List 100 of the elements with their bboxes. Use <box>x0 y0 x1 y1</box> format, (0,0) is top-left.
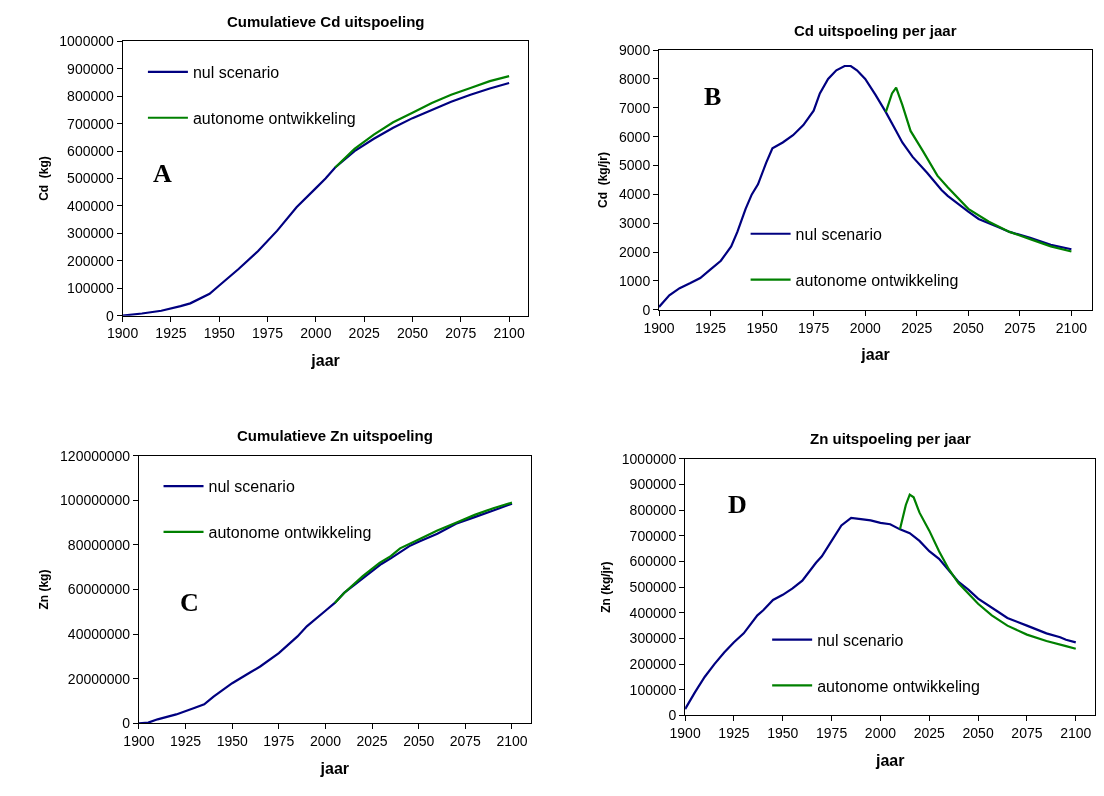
x-tick-label: 1900 <box>123 733 155 750</box>
annotation: D <box>728 490 747 519</box>
x-tick-label: 2025 <box>901 319 933 336</box>
y-tick-label: 120000000 <box>60 447 131 464</box>
line-series <box>122 81 511 316</box>
x-tick-label: 2050 <box>952 319 985 336</box>
x-tick-label: 1925 <box>694 319 727 336</box>
y-tick-label: 800000 <box>629 502 677 518</box>
x-tick-label: 1950 <box>767 725 799 742</box>
x-tick-label: 2075 <box>445 325 477 342</box>
y-tick-label: 0 <box>106 307 115 324</box>
x-tick-label: 2075 <box>1011 725 1043 742</box>
line-series <box>884 86 1073 253</box>
y-tick-label: 700000 <box>629 527 677 544</box>
chart-title: Cd uitspoeling per jaar <box>794 22 957 39</box>
x-tick-label: 2075 <box>449 733 482 750</box>
x-tick-label: 1950 <box>746 319 778 336</box>
legend-label: autonome ontwikkeling <box>817 677 980 695</box>
y-tick-label: 100000 <box>67 280 115 297</box>
y-tick-label: 300000 <box>629 630 677 647</box>
x-tick-label: 2000 <box>849 319 881 336</box>
y-tick-label: 900000 <box>67 60 115 77</box>
x-axis-title: jaar <box>874 751 905 769</box>
y-tick-label: 300000 <box>67 225 115 242</box>
y-tick-label: 800000 <box>67 88 115 105</box>
legend-label: nul scenario <box>795 225 882 243</box>
y-axis-title: Cd (kg/jr) <box>596 151 611 208</box>
x-tick-label: 1975 <box>798 319 830 336</box>
y-tick-label: 500000 <box>67 170 115 187</box>
y-tick-label: 200000 <box>629 656 677 673</box>
annotation: B <box>704 82 722 111</box>
x-tick-label: 1975 <box>263 733 295 750</box>
y-tick-label: 500000 <box>629 579 677 596</box>
x-tick-label: 2025 <box>913 725 946 742</box>
x-tick-label: 2025 <box>348 325 380 342</box>
y-tick-label: 400000 <box>67 197 115 214</box>
x-tick-label: 2000 <box>309 733 342 750</box>
y-tick-label: 7000 <box>619 99 651 116</box>
y-tick-label: 4000 <box>619 186 651 203</box>
x-tick-label: 1975 <box>251 325 284 342</box>
legend-label: nul scenario <box>192 64 280 82</box>
x-tick-label: 2100 <box>496 733 528 750</box>
x-tick-label: 1950 <box>216 733 248 750</box>
legend-label: autonome ontwikkeling <box>208 524 372 542</box>
y-tick-label: 0 <box>642 301 651 318</box>
legend-label: autonome ontwikkeling <box>795 271 959 289</box>
y-axis-title: Cd (kg) <box>36 156 51 201</box>
y-tick-label: 600000 <box>67 142 115 159</box>
y-tick-label: 8000 <box>619 70 651 87</box>
chart-title: Cumulatieve Zn uitspoeling <box>237 427 433 444</box>
y-tick-label: 9000 <box>619 42 651 59</box>
legend-label: nul scenario <box>208 478 295 496</box>
annotation: A <box>153 159 172 188</box>
y-axis-title: Zn (kg) <box>37 569 52 610</box>
x-tick-label: 2050 <box>403 733 435 750</box>
y-tick-label: 20000000 <box>67 670 131 687</box>
y-tick-label: 5000 <box>619 157 651 174</box>
x-tick-label: 1900 <box>669 725 701 742</box>
y-tick-label: 80000000 <box>67 536 131 553</box>
y-tick-label: 700000 <box>67 115 115 132</box>
y-tick-label: 60000000 <box>67 581 131 598</box>
y-tick-label: 2000 <box>619 244 651 261</box>
x-tick-label: 1975 <box>816 725 848 742</box>
y-axis-title: Zn (kg/jr) <box>599 561 614 613</box>
y-tick-label: 6000 <box>619 128 651 145</box>
x-axis-title: jaar <box>860 346 890 364</box>
x-tick-label: 1900 <box>643 319 675 336</box>
chart-title: Cumulatieve Cd uitspoeling <box>227 13 425 30</box>
y-tick-label: 100000 <box>629 681 677 698</box>
x-tick-label: 2025 <box>356 733 388 750</box>
x-tick-label: 2100 <box>1055 319 1088 336</box>
chart-title: Zn uitspoeling per jaar <box>810 430 972 447</box>
x-tick-label: 2100 <box>1060 725 1092 742</box>
y-tick-label: 1000 <box>619 272 651 289</box>
x-tick-label: 1900 <box>107 325 139 342</box>
y-tick-label: 400000 <box>629 604 677 621</box>
x-tick-label: 1950 <box>203 325 236 342</box>
y-tick-label: 900000 <box>629 476 677 493</box>
y-tick-label: 100000000 <box>60 492 131 509</box>
x-tick-label: 1925 <box>170 733 202 750</box>
x-tick-label: 2000 <box>864 725 897 742</box>
y-tick-label: 1000000 <box>621 450 677 467</box>
x-tick-label: 1925 <box>718 725 750 742</box>
legend-label: autonome ontwikkeling <box>192 109 356 127</box>
line-series <box>138 502 514 724</box>
x-tick-label: 2050 <box>396 325 429 342</box>
x-tick-label: 2050 <box>962 725 994 742</box>
x-axis-title: jaar <box>319 759 350 777</box>
y-tick-label: 200000 <box>67 252 115 269</box>
annotation: C <box>180 588 199 617</box>
line-series <box>659 64 1073 309</box>
y-tick-label: 0 <box>668 707 677 724</box>
x-tick-label: 2075 <box>1004 319 1036 336</box>
x-tick-label: 1925 <box>155 325 187 342</box>
y-tick-label: 40000000 <box>67 626 131 643</box>
x-axis-title: jaar <box>310 352 340 370</box>
y-tick-label: 0 <box>122 715 131 732</box>
x-tick-label: 2100 <box>493 325 525 342</box>
x-tick-label: 2000 <box>300 325 332 342</box>
y-tick-label: 600000 <box>629 553 677 570</box>
